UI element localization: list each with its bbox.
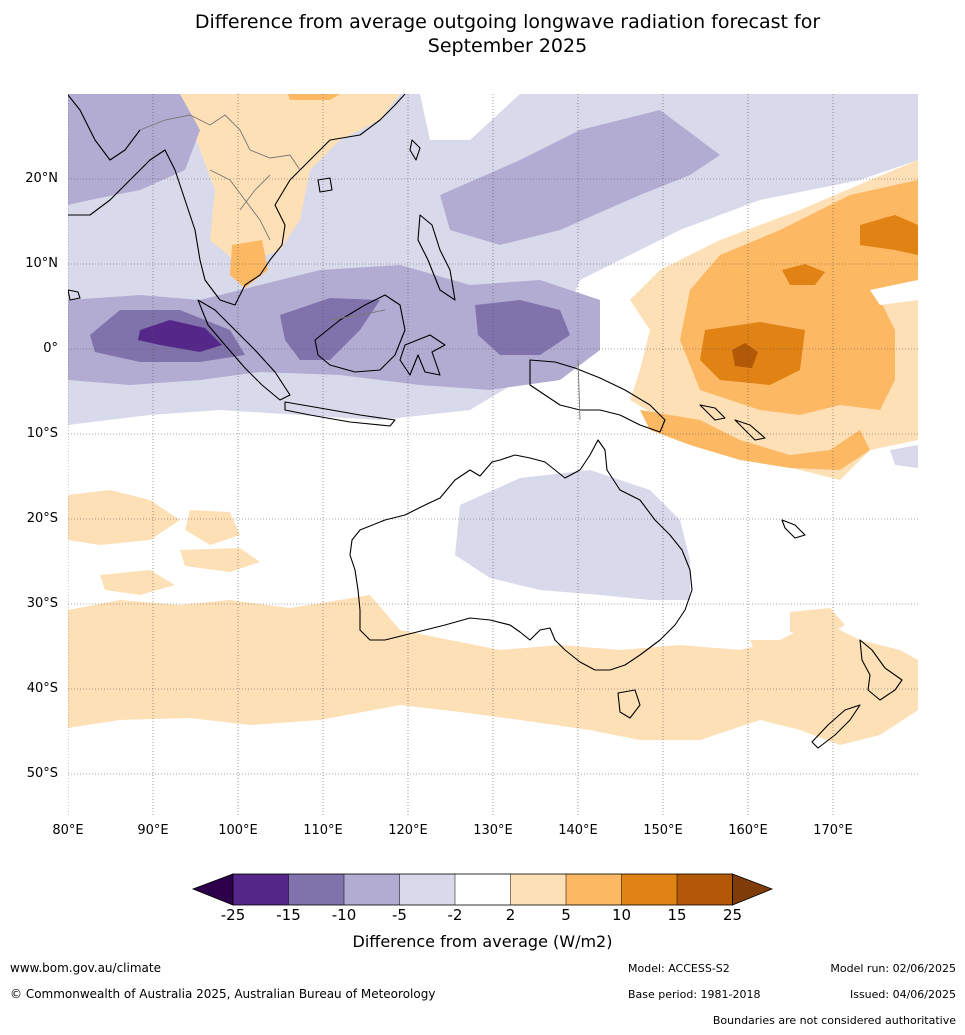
positive-anomaly-region xyxy=(750,640,785,662)
new-zealand-coastline xyxy=(811,704,861,749)
colorbar-tick: -5 xyxy=(392,906,407,924)
positive-anomaly-region xyxy=(100,570,175,595)
colorbar-label: Difference from average (W/m2) xyxy=(352,932,613,951)
issued-text: Issued: 04/06/2025 xyxy=(849,988,956,1001)
new-zealand-coastline xyxy=(859,639,903,701)
negative-anomaly-region xyxy=(475,300,570,355)
colorbar-tick: 2 xyxy=(505,906,516,924)
java-coastline xyxy=(284,401,396,427)
model-text: Model: ACCESS-S2 xyxy=(628,962,730,975)
positive-anomaly-region xyxy=(180,548,260,572)
lon-label-110e: 110°E xyxy=(303,823,343,838)
tasmania-coastline xyxy=(617,689,641,719)
graticule xyxy=(68,94,918,816)
colorbar-tick: -15 xyxy=(276,906,301,924)
lon-label-100e: 100°E xyxy=(218,823,258,838)
colorbar-tick: -25 xyxy=(220,906,246,924)
title-line-2: September 2025 xyxy=(427,35,588,57)
new-caledonia-coastline xyxy=(781,519,806,539)
title-line-1: Difference from average outgoing longwav… xyxy=(194,11,821,33)
lat-label-30s: 30°S xyxy=(26,596,58,611)
positive-anomaly-region xyxy=(790,608,845,640)
asia-coastline xyxy=(68,94,406,306)
lon-label-170e: 170°E xyxy=(813,823,853,838)
disclaimer-text: Boundaries are not considered authoritat… xyxy=(712,1014,956,1027)
coastlines xyxy=(68,94,903,749)
sumatra-coastline xyxy=(197,299,291,401)
light-purple-patch xyxy=(890,445,918,468)
negative-anomaly-region xyxy=(280,298,380,360)
lon-label-130e: 130°E xyxy=(473,823,513,838)
colorbar-tick: 5 xyxy=(561,906,571,924)
lat-label-10n: 10°N xyxy=(25,256,58,271)
negative-anomaly-region xyxy=(455,470,690,600)
lon-label-120e: 120°E xyxy=(388,823,428,838)
model-run-text: Model run: 02/06/2025 xyxy=(830,962,956,975)
colorbar-tick: 25 xyxy=(722,906,743,924)
colorbar-tick: 10 xyxy=(611,906,632,924)
lat-label-0: 0° xyxy=(43,341,58,356)
lon-label-160e: 160°E xyxy=(728,823,768,838)
chart-title: Difference from average outgoing longwav… xyxy=(0,10,965,58)
positive-anomaly-region xyxy=(732,343,758,368)
copyright-text: © Commonwealth of Australia 2025, Austra… xyxy=(10,987,436,1001)
negative-anomaly-region xyxy=(440,110,720,245)
lon-label-140e: 140°E xyxy=(558,823,598,838)
philippines-coastline xyxy=(417,214,456,301)
solomon-islands-coastline xyxy=(699,404,726,421)
colorbar-tick: 15 xyxy=(667,906,687,924)
borneo-coastline xyxy=(314,294,406,373)
negative-anomaly-region xyxy=(68,94,200,205)
new-guinea-coastline xyxy=(529,359,666,433)
australia-coastline xyxy=(349,439,693,671)
colorbar-tick: -2 xyxy=(447,906,463,924)
lat-label-20s: 20°S xyxy=(26,511,58,526)
positive-anomaly-region xyxy=(185,510,240,545)
positive-anomaly-region xyxy=(68,490,180,545)
lat-label-20n: 20°N xyxy=(25,171,58,186)
india-coastline xyxy=(68,94,141,161)
lon-label-80e: 80°E xyxy=(52,823,84,838)
lon-label-150e: 150°E xyxy=(643,823,683,838)
lat-label-50s: 50°S xyxy=(26,766,58,781)
hainan-coastline xyxy=(317,177,333,193)
sri-lanka-coastline xyxy=(68,289,81,301)
positive-anomaly-region xyxy=(782,264,825,285)
sulawesi-coastline xyxy=(399,334,446,376)
lon-label-90e: 90°E xyxy=(137,823,169,838)
taiwan-coastline xyxy=(409,139,421,161)
colorbar-tick: -10 xyxy=(331,906,357,924)
positive-anomaly-region xyxy=(860,215,918,255)
country-borders xyxy=(139,114,581,421)
website-link[interactable]: www.bom.gov.au/climate xyxy=(10,961,161,975)
lat-label-40s: 40°S xyxy=(26,681,58,696)
solomon-islands-coastline xyxy=(734,419,766,441)
light-purple-patch xyxy=(68,235,150,270)
neutral-region xyxy=(870,280,918,305)
positive-anomaly-region xyxy=(640,410,870,470)
lat-label-10s: 10°S xyxy=(26,426,58,441)
base-period-text: Base period: 1981-2018 xyxy=(628,988,761,1001)
positive-anomaly-region xyxy=(288,94,340,100)
negative-anomaly-region xyxy=(138,320,222,352)
